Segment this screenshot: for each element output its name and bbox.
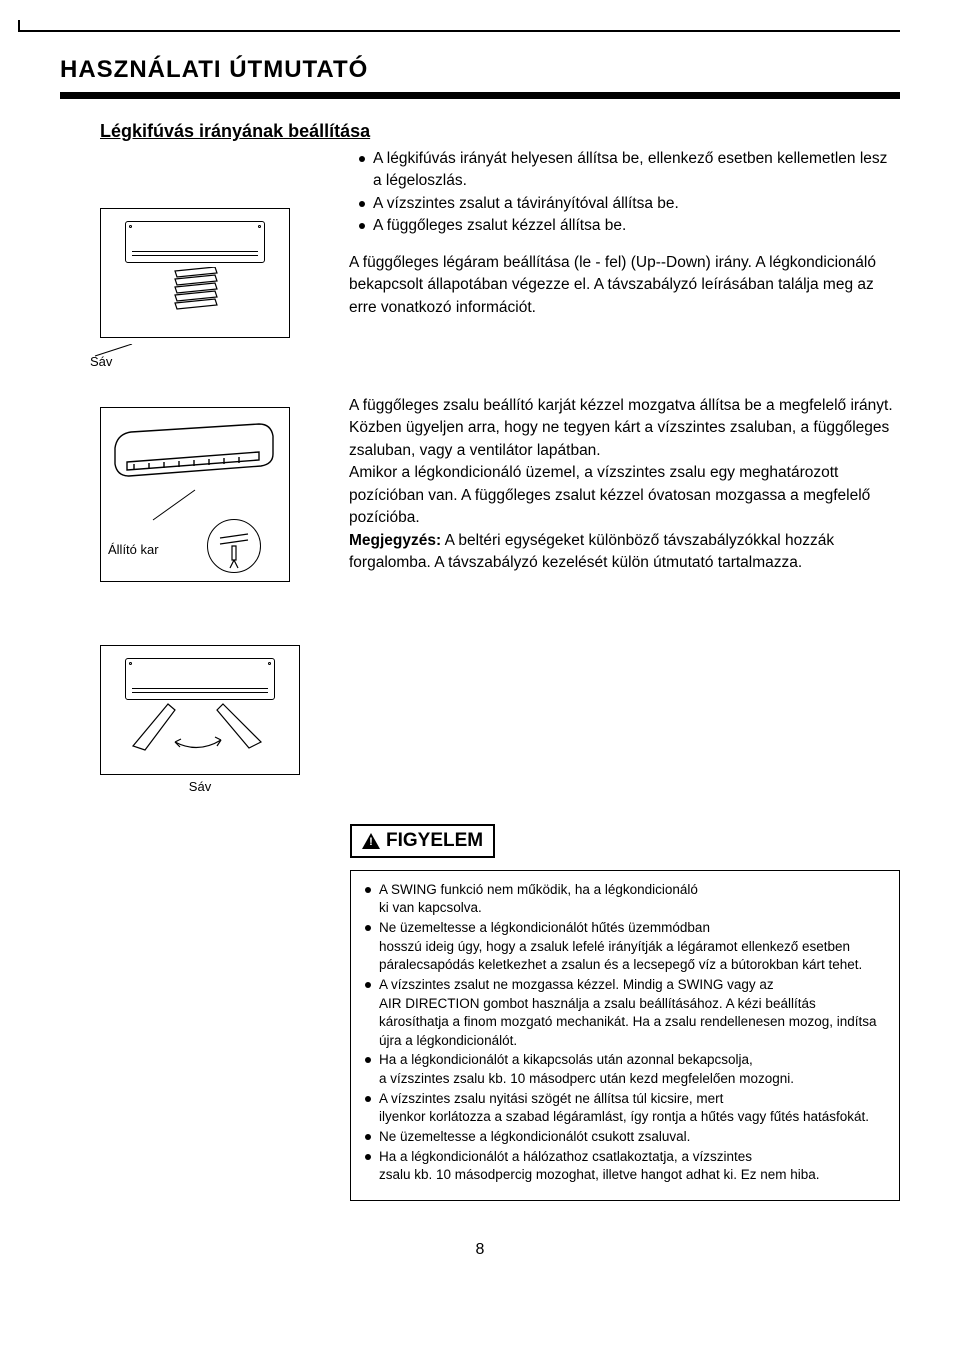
flaps-icon	[113, 267, 277, 313]
intro-right: A légkifúvás irányát helyesen állítsa be…	[345, 148, 900, 319]
intro-row: Sáv A légkifúvás irányát helyesen állíts…	[60, 148, 900, 369]
lever-pointer	[149, 484, 199, 524]
warning-box: A SWING funkció nem működik, ha a légkon…	[350, 870, 900, 1201]
diagram-3	[100, 645, 300, 775]
block2-right: A függőleges zsalu beállító karját kézze…	[345, 391, 900, 575]
intro-bullets: A légkifúvás irányát helyesen állítsa be…	[359, 148, 900, 238]
para-2a: A függőleges zsalu beállító karját kézze…	[349, 395, 900, 462]
diagram-2	[100, 407, 290, 582]
title-underline	[60, 92, 900, 99]
ac-unit-icon-2	[125, 658, 275, 700]
diagram-1	[100, 208, 290, 338]
intro-left: Sáv	[60, 148, 345, 369]
para-1: A függőleges légáram beállítása (le - fe…	[349, 252, 900, 319]
block-3: Sáv	[60, 645, 900, 794]
warn-item: Ne üzemeltesse a légkondicionálót hűtés …	[365, 919, 885, 975]
header-rule	[20, 30, 900, 32]
para-2-note: Megjegyzés: A beltéri egységeket különbö…	[349, 530, 900, 575]
warn-item: Ha a légkondicionálót a hálózathoz csatl…	[365, 1148, 885, 1185]
sav-label-1: Sáv	[90, 354, 345, 369]
page: HASZNÁLATI ÚTMUTATÓ Légkifúvás irányának…	[0, 0, 960, 1299]
warn-item: A vízszintes zsalut ne mozgassa kézzel. …	[365, 976, 885, 1051]
warn-item: Ha a légkondicionálót a kikapcsolás után…	[365, 1051, 885, 1088]
para-2b: Amikor a légkondicionáló üzemel, a vízsz…	[349, 462, 900, 529]
block-2: Állító kar A függőleges zsalu beállító k…	[60, 391, 900, 575]
warn-item: A SWING funkció nem működik, ha a légkon…	[365, 881, 885, 918]
warning-list: A SWING funkció nem működik, ha a légkon…	[365, 881, 885, 1185]
ac-angled-icon	[109, 418, 279, 488]
detail-circle-icon	[207, 519, 261, 573]
figyelem-section: FIGYELEM A SWING funkció nem működik, ha…	[350, 824, 900, 1201]
bullet-item: A függőleges zsalut kézzel állítsa be.	[359, 215, 900, 237]
page-number: 8	[60, 1241, 900, 1259]
bullet-item: A légkifúvás irányát helyesen állítsa be…	[359, 148, 900, 193]
section-subtitle: Légkifúvás irányának beállítása	[100, 121, 900, 142]
figyelem-badge: FIGYELEM	[350, 824, 495, 858]
sav-label-2: Sáv	[100, 779, 300, 794]
block2-left: Állító kar	[60, 391, 345, 575]
ac-unit-icon	[125, 221, 265, 263]
warning-icon	[362, 833, 380, 849]
figyelem-label: FIGYELEM	[386, 830, 483, 852]
note-label: Megjegyzés:	[349, 532, 441, 549]
page-title: HASZNÁLATI ÚTMUTATÓ	[60, 56, 900, 84]
warn-item: Ne üzemeltesse a légkondicionálót csukot…	[365, 1128, 885, 1147]
swing-arrows-icon	[113, 702, 283, 758]
bullet-item: A vízszintes zsalut a távirányítóval áll…	[359, 193, 900, 215]
header-tick	[18, 20, 20, 32]
warn-item: A vízszintes zsalu nyitási szögét ne áll…	[365, 1090, 885, 1127]
